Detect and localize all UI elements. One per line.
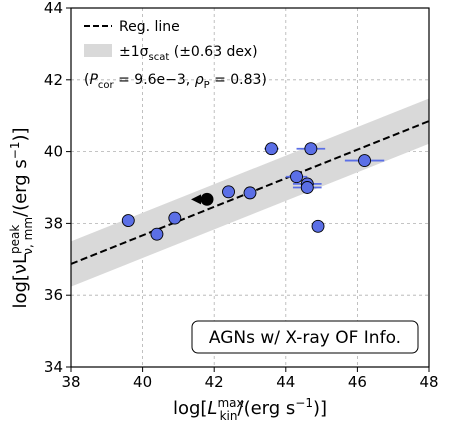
legend: Reg. line ±1σscat (±0.63 dex) xyxy=(84,19,258,63)
data-point xyxy=(304,142,318,156)
y-tick-label: 38 xyxy=(44,214,63,232)
annotation-text: AGNs w/ X-ray OF Info. xyxy=(209,328,401,348)
y-tick-label: 44 xyxy=(44,0,63,17)
y-tick-label: 34 xyxy=(44,358,63,376)
data-point xyxy=(265,142,278,156)
data-point xyxy=(300,181,314,194)
upper-limit-point xyxy=(200,192,214,206)
data-point xyxy=(121,214,135,227)
data-point xyxy=(358,154,372,168)
upper-limit-arrow xyxy=(191,194,202,205)
legend-line-label: Reg. line xyxy=(119,19,180,35)
x-tick-label: 40 xyxy=(133,373,152,391)
annotation-frame xyxy=(191,320,419,354)
data-point xyxy=(290,170,303,184)
x-tick-label: 44 xyxy=(276,373,295,391)
x-tick-label: 46 xyxy=(348,373,367,391)
data-point xyxy=(243,186,257,200)
x-tick-label: 38 xyxy=(61,373,80,391)
y-tick-label: 40 xyxy=(44,143,63,161)
data-point xyxy=(222,185,235,199)
plot-frame xyxy=(70,7,430,368)
data-point xyxy=(311,219,325,233)
annotation-box: AGNs w/ X-ray OF Info. xyxy=(191,320,419,354)
y-tick-label: 36 xyxy=(44,286,63,304)
x-tick-label: 48 xyxy=(419,373,438,391)
y-tick-label: 42 xyxy=(44,71,63,89)
x-axis-label: log[Lmax kin/(erg s−1)] xyxy=(173,396,327,423)
legend-band-label: ±1σscat (±0.63 dex) xyxy=(119,44,258,63)
correlation-stats: (Pcor = 9.6e−3, ρP = 0.83) xyxy=(84,72,267,91)
legend-band-swatch xyxy=(84,44,112,57)
data-point xyxy=(150,227,164,241)
data-point xyxy=(168,211,182,225)
x-tick-label: 42 xyxy=(205,373,224,391)
axis-ticks: 38 40 42 44 46 48 34 36 38 40 42 44 xyxy=(44,0,439,391)
y-axis-label: log[νLpeakν, mm/(erg s−1)] xyxy=(8,127,35,308)
data-points-layer xyxy=(121,142,385,241)
